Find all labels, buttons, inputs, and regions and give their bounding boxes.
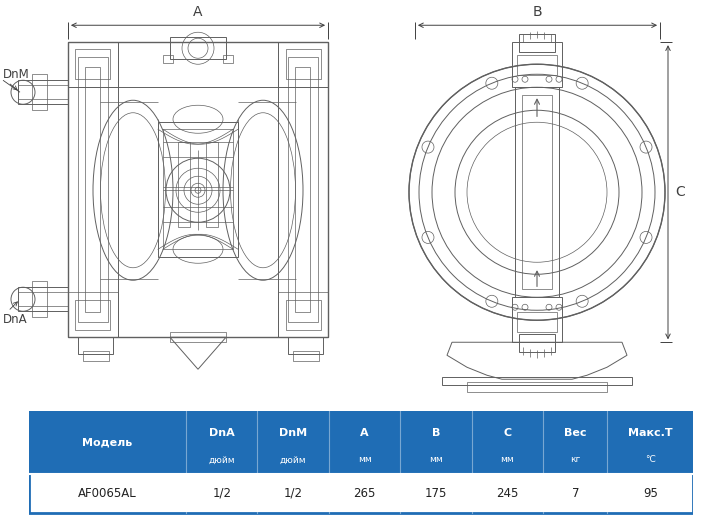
Text: DnA: DnA bbox=[3, 313, 27, 326]
Bar bbox=[18, 292, 68, 306]
Bar bbox=[68, 42, 328, 337]
Bar bbox=[32, 281, 47, 317]
Bar bbox=[512, 42, 562, 87]
Bar bbox=[68, 42, 328, 87]
Bar bbox=[288, 337, 323, 354]
Bar bbox=[442, 377, 632, 385]
Text: 175: 175 bbox=[425, 487, 447, 500]
Text: C: C bbox=[503, 428, 511, 438]
Bar bbox=[68, 42, 118, 337]
Text: DnA: DnA bbox=[209, 428, 235, 438]
Bar bbox=[206, 142, 218, 227]
Bar bbox=[178, 142, 190, 227]
Text: AF0065AL: AF0065AL bbox=[78, 487, 137, 500]
Text: кг: кг bbox=[570, 455, 580, 464]
Bar bbox=[278, 42, 328, 87]
Text: A: A bbox=[193, 5, 203, 19]
Bar bbox=[512, 297, 562, 342]
Bar bbox=[85, 67, 100, 312]
Text: дюйм: дюйм bbox=[280, 455, 306, 464]
Bar bbox=[223, 55, 233, 63]
Bar bbox=[18, 85, 68, 99]
Bar bbox=[519, 334, 555, 352]
Text: 7: 7 bbox=[572, 487, 579, 500]
Text: Вес: Вес bbox=[564, 428, 586, 438]
Bar bbox=[515, 87, 559, 297]
Text: DnM: DnM bbox=[3, 68, 30, 81]
Bar bbox=[18, 287, 68, 311]
Bar bbox=[288, 57, 318, 322]
Bar bbox=[467, 382, 607, 392]
Bar bbox=[286, 49, 321, 80]
Text: 265: 265 bbox=[353, 487, 375, 500]
Bar bbox=[18, 80, 68, 104]
Text: 1/2: 1/2 bbox=[212, 487, 231, 500]
Text: 1/2: 1/2 bbox=[284, 487, 303, 500]
Text: Модель: Модель bbox=[82, 437, 133, 447]
Text: °C: °C bbox=[645, 455, 656, 464]
Bar bbox=[519, 34, 555, 52]
Bar bbox=[83, 351, 109, 361]
Bar bbox=[170, 332, 226, 342]
Text: A: A bbox=[360, 428, 369, 438]
Bar bbox=[32, 74, 47, 110]
Bar bbox=[522, 95, 552, 289]
Text: B: B bbox=[532, 5, 542, 19]
Bar bbox=[78, 57, 108, 322]
Text: C: C bbox=[675, 186, 684, 199]
Bar bbox=[517, 312, 557, 332]
Bar bbox=[29, 474, 693, 513]
Text: мм: мм bbox=[357, 455, 371, 464]
Bar bbox=[75, 301, 110, 330]
Bar bbox=[286, 301, 321, 330]
Bar bbox=[170, 37, 226, 59]
Bar bbox=[78, 337, 113, 354]
Bar bbox=[68, 292, 118, 337]
Text: 245: 245 bbox=[496, 487, 518, 500]
Bar bbox=[278, 292, 328, 337]
Bar bbox=[293, 351, 319, 361]
Bar bbox=[68, 42, 118, 87]
Bar bbox=[29, 411, 693, 474]
Bar bbox=[295, 67, 310, 312]
Bar bbox=[278, 42, 328, 337]
Text: дюйм: дюйм bbox=[209, 455, 235, 464]
Text: Макс.T: Макс.T bbox=[628, 428, 673, 438]
Bar bbox=[75, 49, 110, 80]
Bar bbox=[158, 122, 238, 257]
Text: мм: мм bbox=[500, 455, 514, 464]
Text: мм: мм bbox=[429, 455, 443, 464]
Bar bbox=[163, 55, 173, 63]
Bar bbox=[163, 129, 233, 249]
Text: B: B bbox=[432, 428, 440, 438]
Text: 95: 95 bbox=[643, 487, 658, 500]
Text: DnM: DnM bbox=[279, 428, 307, 438]
Bar bbox=[517, 55, 557, 75]
